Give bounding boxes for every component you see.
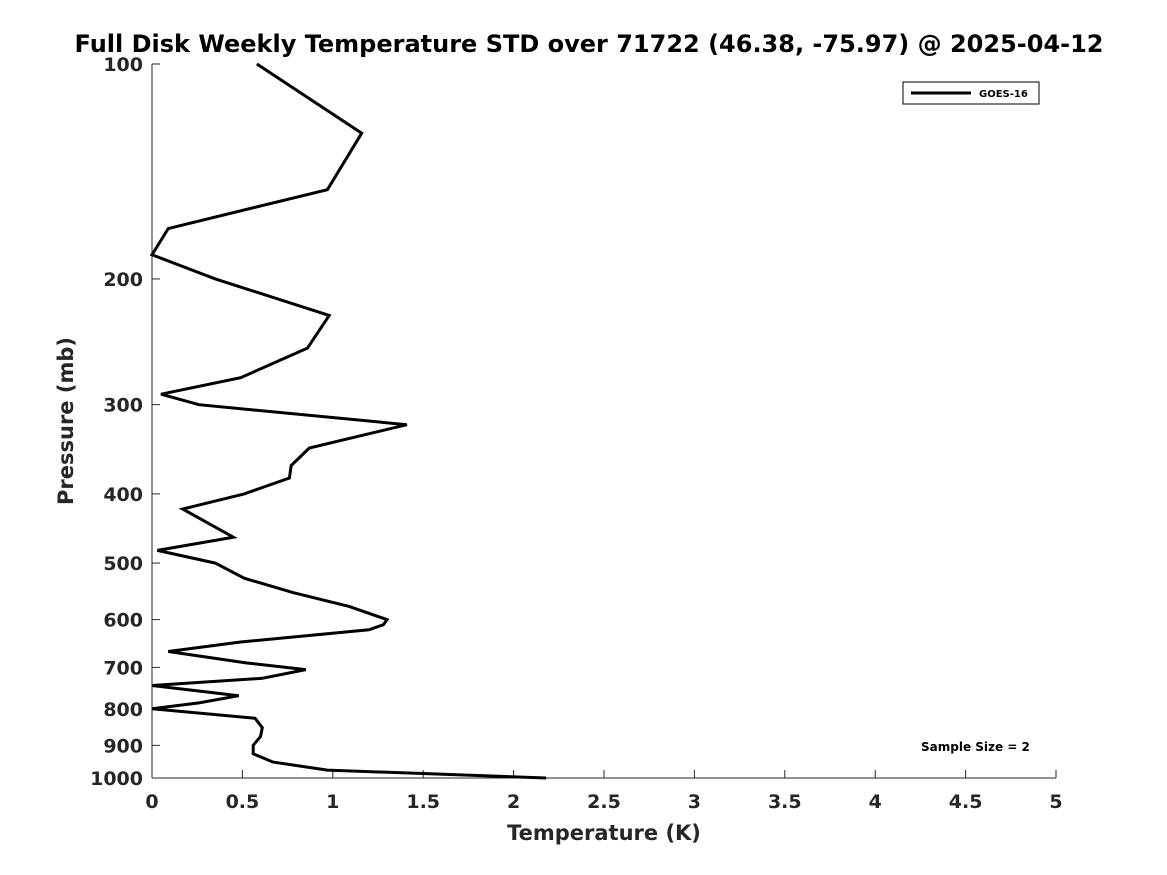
x-tick-label: 4 (869, 791, 882, 813)
x-tick-label: 4.5 (949, 791, 983, 813)
x-tick-label: 5 (1049, 791, 1062, 813)
x-tick-label: 1.5 (406, 791, 440, 813)
legend-entry-label: GOES-16 (979, 89, 1028, 100)
y-tick-label: 700 (103, 657, 143, 679)
x-axis-ticks: 0 0.5 1 1.5 2 2.5 3 3.5 4 4.5 5 (145, 770, 1063, 813)
x-tick-label: 2.5 (587, 791, 621, 813)
y-tick-label: 600 (103, 610, 143, 632)
y-tick-label: 400 (103, 484, 143, 506)
x-tick-label: 3 (688, 791, 701, 813)
chart-title: Full Disk Weekly Temperature STD over 71… (75, 30, 1104, 58)
x-tick-label: 1 (326, 791, 339, 813)
series-line-goes-16 (149, 62, 547, 780)
legend: GOES-16 (902, 81, 1040, 105)
y-tick-label: 100 (103, 54, 143, 76)
x-tick-label: 3.5 (768, 791, 802, 813)
y-tick-label: 1000 (90, 768, 143, 790)
series-layer (149, 62, 547, 780)
y-tick-label: 500 (103, 553, 143, 575)
y-tick-label: 900 (103, 735, 143, 757)
x-tick-label: 2 (507, 791, 520, 813)
y-tick-label: 800 (103, 699, 143, 721)
x-tick-label: 0.5 (226, 791, 260, 813)
plot-axes (151, 64, 1056, 779)
x-axis-label: Temperature (K) (507, 821, 701, 845)
sample-size-annotation: Sample Size = 2 (921, 740, 1030, 754)
y-axis-label: Pressure (mb) (54, 337, 78, 505)
y-tick-label: 300 (103, 395, 143, 417)
x-tick-label: 0 (145, 791, 158, 813)
y-axis-ticks: 100 200 300 400 500 600 700 800 900 1000 (90, 54, 160, 790)
y-tick-label: 200 (103, 269, 143, 291)
